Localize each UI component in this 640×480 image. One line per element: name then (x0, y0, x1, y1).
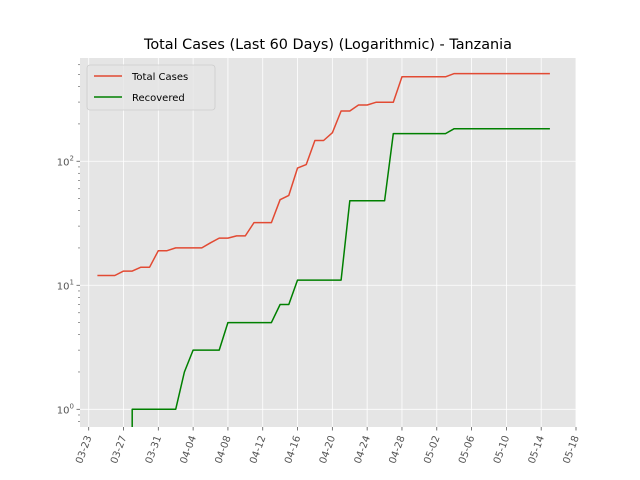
x-tick-label: 05-14 (527, 434, 547, 465)
x-tick-label: 04-08 (213, 434, 233, 465)
y-tick-exponent: 1 (70, 278, 74, 286)
grid (80, 58, 577, 427)
x-tick-label: 04-12 (248, 434, 268, 465)
y-tick-exponent: 2 (70, 154, 74, 162)
x-tick-label: 05-18 (562, 434, 582, 465)
x-tick-label: 04-16 (283, 434, 303, 465)
plot-background (80, 58, 576, 427)
y-tick-base: 10 (57, 157, 70, 168)
x-axis-ticks: 03-23 03-27 03-31 04-04 04-08 04-12 04-16 04-20… (74, 427, 582, 465)
x-tick-label: 03-27 (109, 434, 129, 465)
y-tick-exponent: 0 (70, 402, 74, 410)
y-tick-base: 10 (57, 281, 70, 292)
x-tick-label: 05-02 (422, 434, 442, 465)
legend: Total Cases Recovered (86, 64, 216, 111)
y-tick-label: 102 (57, 154, 74, 168)
x-tick-label: 05-06 (457, 434, 477, 465)
series-lines (97, 72, 550, 427)
y-tick-label: 101 (57, 278, 74, 292)
legend-label: Total Cases (131, 72, 188, 83)
series-line-total-cases (97, 72, 550, 277)
x-tick-label: 03-23 (74, 434, 94, 465)
x-tick-label: 04-04 (179, 434, 199, 465)
x-tick-label: 04-28 (388, 434, 408, 465)
x-tick-label: 05-10 (492, 434, 512, 465)
x-tick-label: 03-31 (144, 434, 164, 465)
x-tick-label: 04-20 (318, 434, 338, 465)
x-tick-label: 04-24 (353, 434, 373, 465)
chart-title: Total Cases (Last 60 Days) (Logarithmic)… (143, 37, 512, 53)
y-tick-label: 100 (57, 402, 74, 416)
series-line-recovered (131, 127, 550, 427)
y-tick-base: 10 (57, 405, 70, 416)
legend-label: Recovered (132, 93, 185, 104)
